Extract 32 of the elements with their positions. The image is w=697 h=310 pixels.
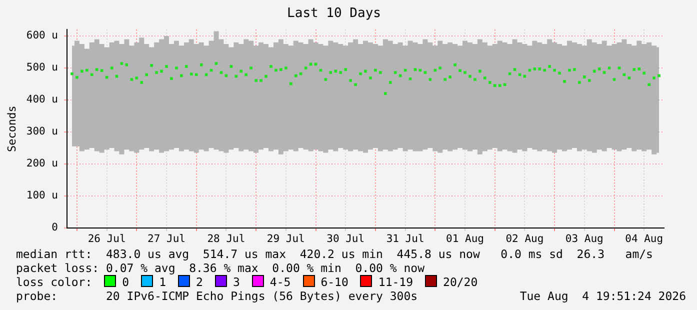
chart-title: Last 10 Days <box>287 6 381 22</box>
text: 0 <box>122 275 130 289</box>
y-tick-label: 0 <box>52 222 58 234</box>
text: median rtt: 483.0 us avg 514.7 us max 420.2 us min 445.8 us now 0.0 ms sd 26.3 am/s <box>16 247 653 261</box>
y-tick-label: 100 u <box>26 190 58 202</box>
y-tick-label: 400 u <box>26 94 58 106</box>
text: 6-10 <box>320 275 348 289</box>
x-tick-label: 31 Jul <box>386 233 424 246</box>
x-tick-label: 26 Jul <box>88 233 126 246</box>
text: Tue Aug 4 19:51:24 2026 <box>520 289 686 303</box>
text: 3 <box>232 275 240 289</box>
text: loss color: <box>16 275 92 289</box>
text: 20/20 <box>443 275 478 289</box>
x-tick-label: 01 Aug <box>446 233 484 246</box>
x-tick-label: 03 Aug <box>565 233 604 246</box>
y-tick-label: 200 u <box>26 158 58 170</box>
y-axis-title: Seconds <box>5 106 18 152</box>
text: 11-19 <box>378 275 414 289</box>
x-tick-label: 29 Jul <box>266 233 305 246</box>
x-tick-label: 30 Jul <box>326 233 365 246</box>
x-tick-label: 02 Aug <box>506 233 544 246</box>
text: 1 <box>159 275 166 289</box>
y-tick-label: 500 u <box>26 62 58 74</box>
y-tick-label: 300 u <box>26 126 58 138</box>
x-tick-label: 27 Jul <box>148 233 186 246</box>
text: probe: 20 IPv6-ICMP Echo Pings (56 Bytes) every 300s <box>16 289 418 303</box>
y-tick-label: 600 u <box>26 30 58 42</box>
text: 4-5 <box>270 275 291 289</box>
x-tick-label: 28 Jul <box>207 233 246 246</box>
x-tick-label: 04 Aug <box>625 233 664 246</box>
text: packet loss: 0.07 % avg 8.36 % max 0.00 % min 0.00 % now <box>16 261 424 275</box>
text: 2 <box>196 275 203 289</box>
